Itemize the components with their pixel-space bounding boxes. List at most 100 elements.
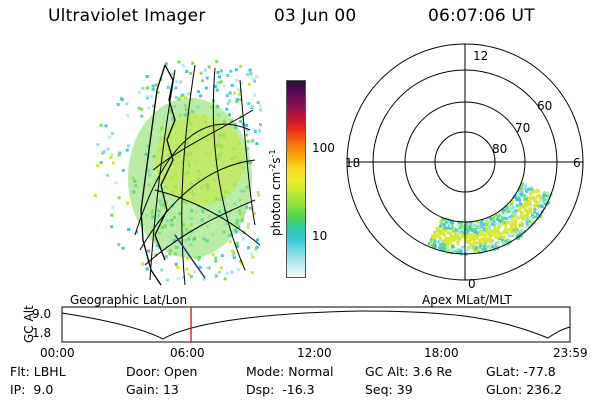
speckle [489,241,492,245]
speckle [456,241,460,244]
mlt-label-bottom: 0 [468,277,476,291]
geographic-caption: Geographic Lat/Lon [70,293,188,307]
speckle [497,232,501,236]
speckle [203,68,207,72]
speckle [230,270,234,274]
speckle [484,229,488,233]
speckle [470,234,474,238]
date-label: 03 Jun 00 [274,6,357,26]
speckle [531,196,535,200]
speckle [168,252,172,256]
speckle [174,262,178,266]
speckle [536,212,539,216]
speckle [502,231,506,234]
speckle [146,94,150,98]
speckle [234,230,238,234]
speckle [468,226,472,230]
speckle [258,129,261,133]
speckle [219,69,223,73]
speckle [250,105,254,108]
speckle [446,240,450,244]
speckle [496,229,500,233]
speckle [514,221,518,225]
info-ip: IP: 9.0 [10,382,54,397]
speckle [447,238,451,242]
speckle [491,245,495,249]
speckle [523,195,527,199]
speckle [495,240,499,244]
colorbar [286,80,306,278]
speckle [471,221,475,225]
speckle [117,196,121,200]
speckle [111,205,115,209]
speckle [460,230,464,234]
speckle [197,90,201,94]
speckle [449,224,453,228]
speckle [127,228,131,231]
speckle [236,268,240,272]
speckle [487,230,491,234]
speckle [141,262,145,266]
speckle [177,276,181,280]
speckle [534,215,538,219]
speckle [515,234,519,238]
speckle [147,106,151,110]
speckle [486,216,490,220]
speckle [247,246,251,250]
speckle [214,274,218,278]
speckle [237,225,241,229]
speckle [239,81,243,85]
speckle [494,213,498,217]
speckle [121,246,125,250]
speckle [477,226,481,229]
time-tick-0: 00:00 [40,346,75,360]
speckle [465,222,469,225]
speckle [223,277,227,281]
speckle [226,74,230,77]
speckle [433,245,437,249]
speckle [438,224,442,228]
speckle [525,201,529,205]
mlt-label-top: 12 [473,49,488,63]
speckle [514,194,518,198]
speckle [505,205,509,209]
speckle [472,240,476,244]
speckle [479,241,483,245]
speckle [198,266,202,269]
speckle [440,222,444,226]
speckle [202,277,206,281]
speckle [517,209,521,212]
speckle [537,193,541,197]
speckle [504,211,507,215]
speckle [510,208,514,212]
speckle [185,70,189,73]
speckle [255,74,259,78]
speckle [503,243,507,247]
speckle [517,196,521,199]
info-dsp: Dsp: -16.3 [246,382,315,397]
speckle [220,254,224,258]
speckle [428,241,431,245]
speckle [508,233,512,237]
speckle [478,233,482,237]
speckle [174,80,178,83]
speckle [546,191,550,195]
speckle [230,249,234,253]
info-gain: Gain: 13 [126,382,179,397]
speckle [494,235,498,239]
speckle [251,255,255,259]
speckle [467,246,471,250]
speckle [525,196,528,200]
speckle [180,93,184,97]
speckle [250,271,254,275]
speckle [546,196,550,200]
speckle [126,201,130,205]
speckle [529,207,533,211]
speckle [443,239,447,243]
speckle [485,245,489,249]
speckle [441,217,445,221]
speckle [109,155,113,159]
speckle [530,221,534,225]
speckle [538,204,542,208]
speckle [528,192,532,196]
